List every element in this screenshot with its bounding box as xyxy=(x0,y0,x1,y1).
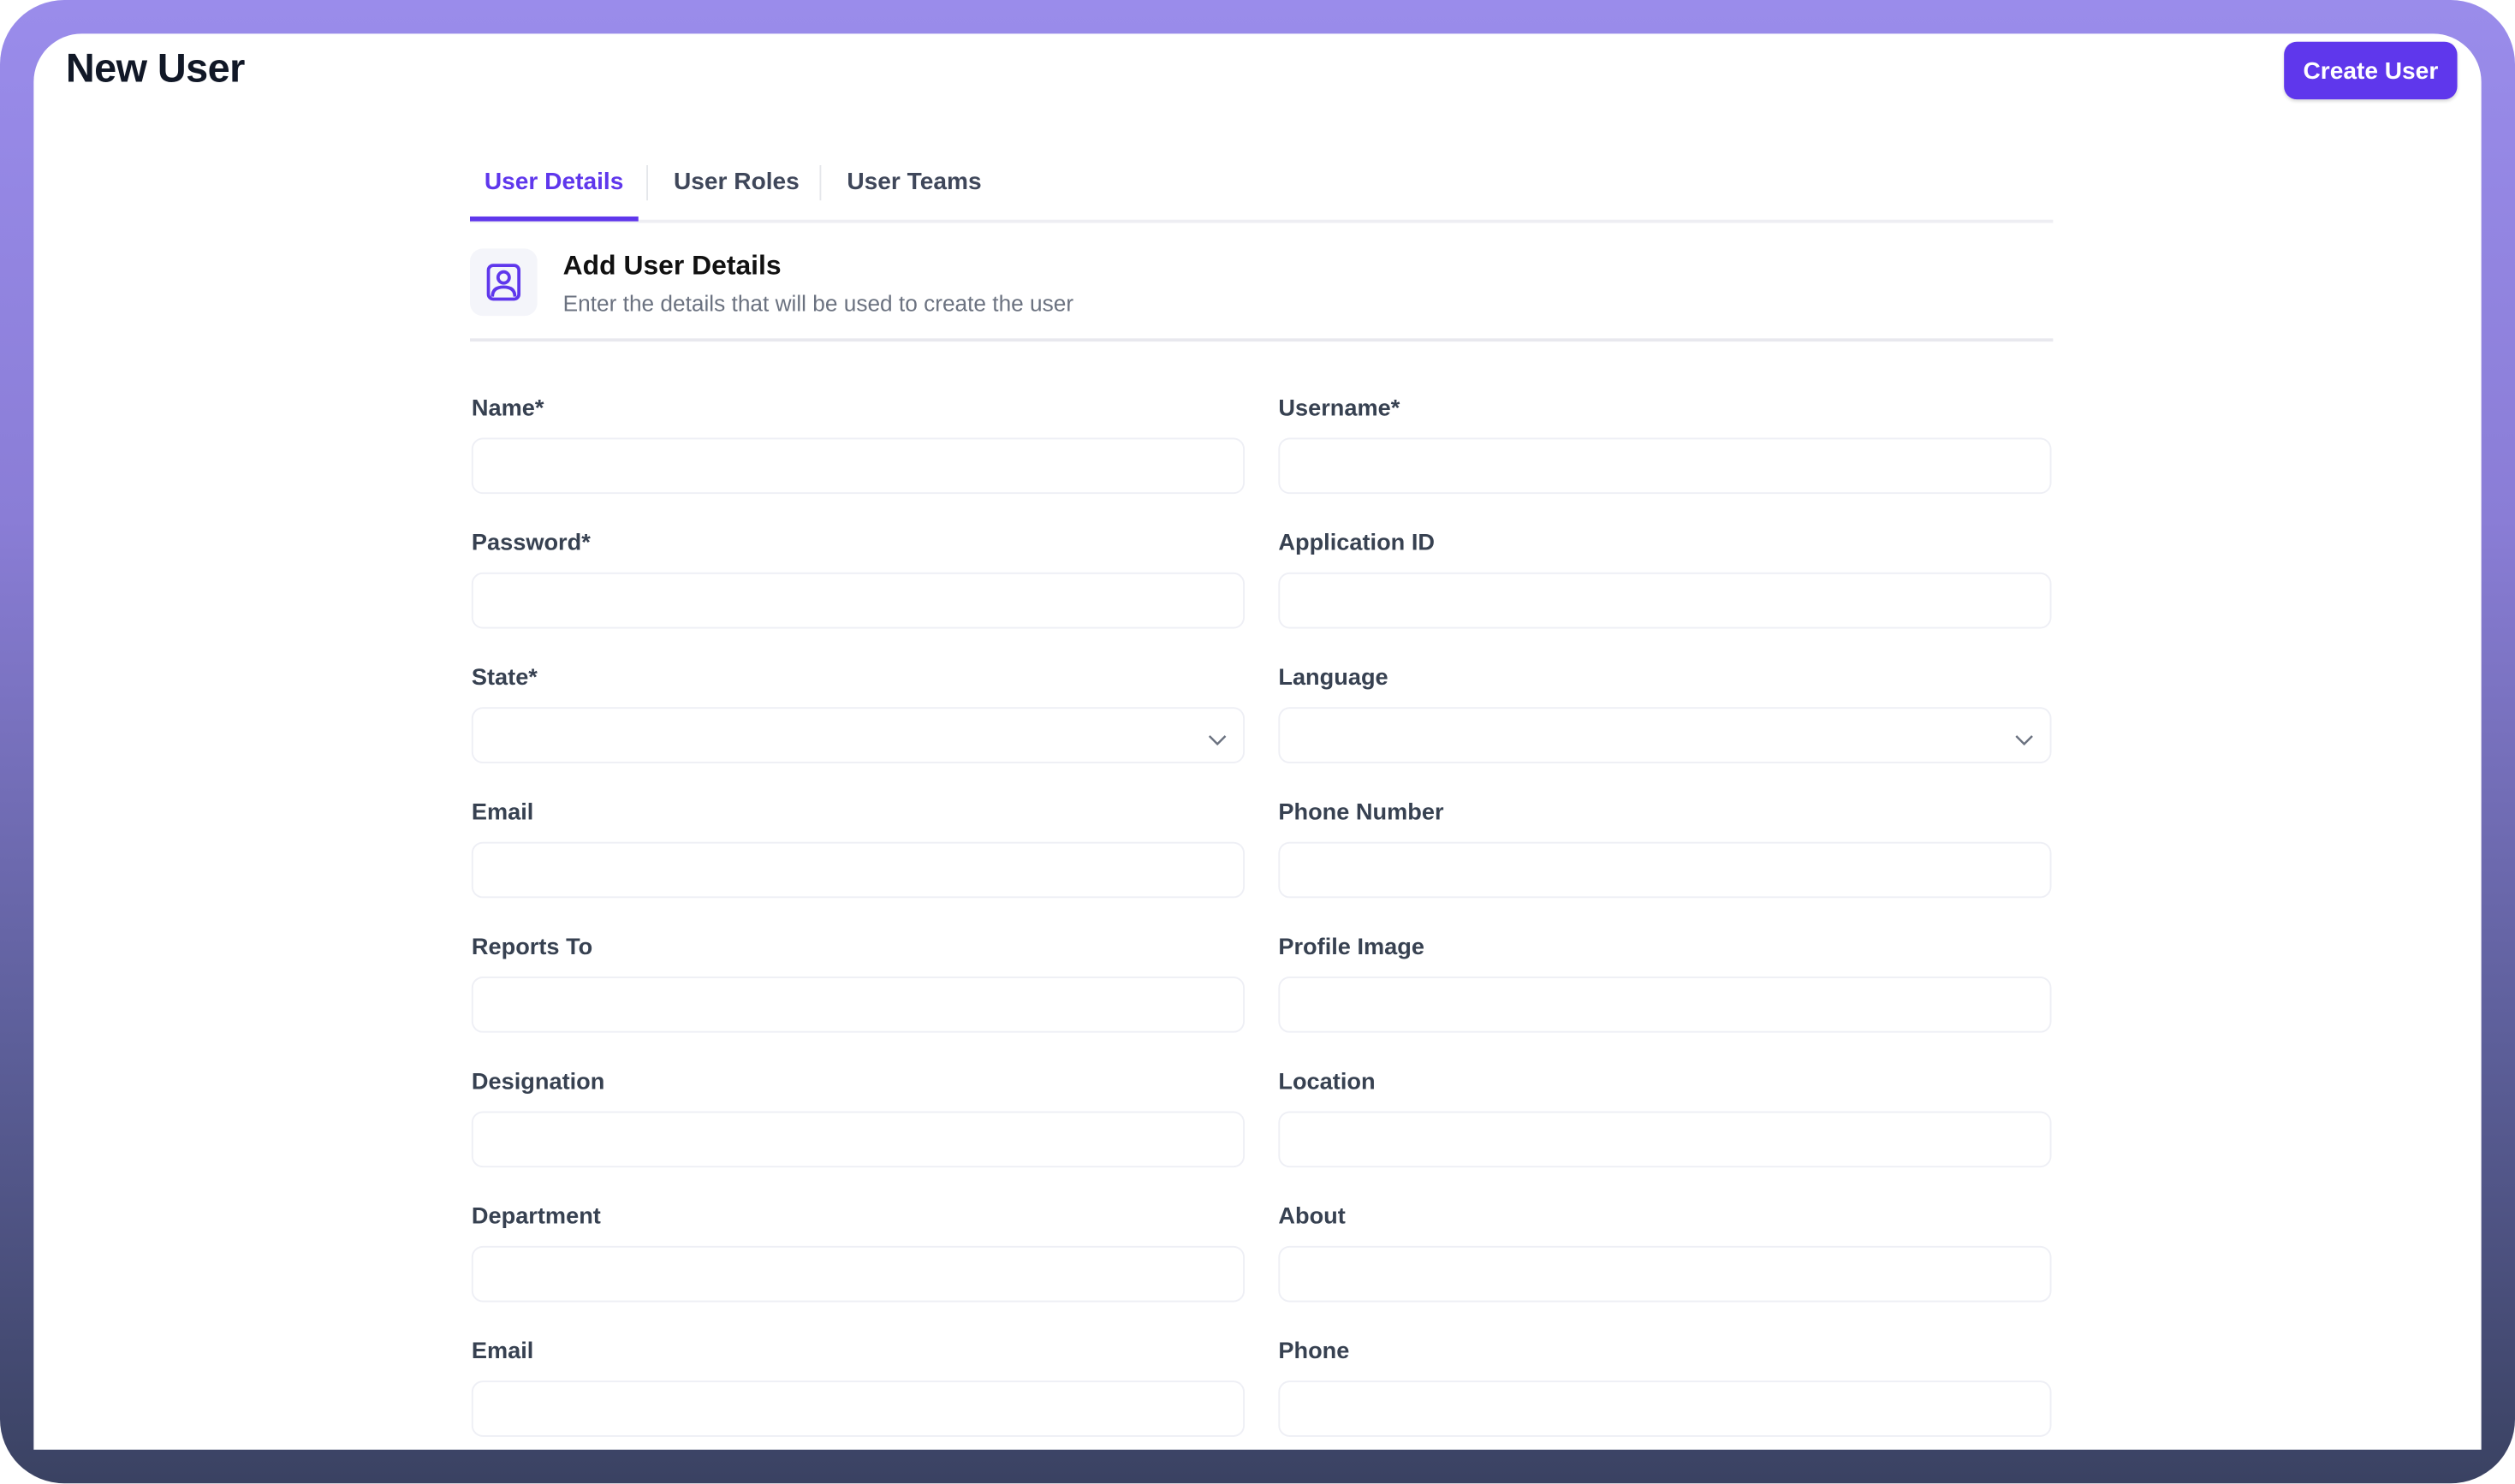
field-profile-image: Profile Image xyxy=(1278,935,2052,1033)
field-label: Email xyxy=(471,1339,534,1365)
tab-bar: User Details User Roles User Teams xyxy=(470,158,2054,223)
field-username: Username* xyxy=(1278,395,2052,495)
location-input[interactable] xyxy=(1278,1111,2052,1168)
user-portrait-icon xyxy=(470,248,538,317)
reports-to-input[interactable] xyxy=(471,976,1246,1033)
designation-text-field[interactable] xyxy=(473,1113,1244,1166)
field-location: Location xyxy=(1278,1069,2052,1168)
phone-text-field[interactable] xyxy=(1280,1382,2050,1435)
department-input[interactable] xyxy=(471,1245,1246,1303)
name-input[interactable] xyxy=(471,437,1246,495)
field-label: Password* xyxy=(471,531,591,557)
field-phone: Phone xyxy=(1278,1339,2052,1437)
password-text-field[interactable] xyxy=(473,573,1244,627)
about-input[interactable] xyxy=(1278,1245,2052,1303)
email-input[interactable] xyxy=(471,1380,1246,1437)
field-label: About xyxy=(1278,1204,1346,1231)
field-phone-number: Phone Number xyxy=(1278,799,2052,899)
chevron-down-icon xyxy=(2014,727,2033,756)
page-card: New User Create User User Details User R… xyxy=(33,33,2482,1450)
field-application-id: Application ID xyxy=(1278,531,2052,629)
field-label: Department xyxy=(471,1204,601,1231)
phone-input[interactable] xyxy=(1278,1380,2052,1437)
chevron-down-icon xyxy=(1208,727,1227,756)
field-label: Phone Number xyxy=(1278,799,1444,826)
field-name: Name* xyxy=(471,395,1246,495)
name-text-field[interactable] xyxy=(473,439,1244,493)
create-user-button[interactable]: Create User xyxy=(2284,41,2458,100)
reports-to-text-field[interactable] xyxy=(473,977,1244,1031)
password-input[interactable] xyxy=(471,572,1246,629)
profile-image-input[interactable] xyxy=(1278,976,2052,1033)
field-language: Language xyxy=(1278,665,2052,763)
field-reports-to: Reports To xyxy=(471,935,1246,1033)
profile-image-text-field[interactable] xyxy=(1280,977,2050,1031)
field-designation: Designation xyxy=(471,1069,1246,1168)
field-label: Designation xyxy=(471,1069,605,1095)
tab-user-roles[interactable]: User Roles xyxy=(673,168,800,196)
field-email: Email xyxy=(471,1339,1246,1437)
phone-number-input[interactable] xyxy=(1278,841,2052,899)
field-label: Email xyxy=(471,799,534,826)
section-title: Add User Details xyxy=(562,250,782,281)
page-title: New User xyxy=(65,46,246,92)
tab-user-teams[interactable]: User Teams xyxy=(847,168,982,196)
field-label: Reports To xyxy=(471,935,593,961)
email-text-field[interactable] xyxy=(473,843,1244,897)
field-about: About xyxy=(1278,1204,2052,1303)
field-department: Department xyxy=(471,1204,1246,1303)
field-label: Profile Image xyxy=(1278,935,1424,961)
field-label: Language xyxy=(1278,665,1388,692)
application-id-text-field[interactable] xyxy=(1280,573,2050,627)
field-label: Location xyxy=(1278,1069,1376,1095)
department-text-field[interactable] xyxy=(473,1247,1244,1301)
username-text-field[interactable] xyxy=(1280,439,2050,493)
email-input[interactable] xyxy=(471,841,1246,899)
field-state: State* xyxy=(471,665,1246,763)
tab-divider xyxy=(646,164,648,201)
tab-user-details[interactable]: User Details xyxy=(470,158,639,222)
field-label: Username* xyxy=(1278,395,1400,422)
field-label: State* xyxy=(471,665,538,692)
section-divider xyxy=(470,338,2054,342)
field-label: Application ID xyxy=(1278,531,1436,557)
field-label: Name* xyxy=(471,395,544,422)
phone-number-text-field[interactable] xyxy=(1280,843,2050,897)
language-select[interactable] xyxy=(1278,707,2052,763)
section-subtitle: Enter the details that will be used to c… xyxy=(562,290,1074,317)
tab-divider xyxy=(819,164,822,201)
field-label: Phone xyxy=(1278,1339,1350,1365)
application-id-input[interactable] xyxy=(1278,572,2052,629)
location-text-field[interactable] xyxy=(1280,1113,2050,1166)
designation-input[interactable] xyxy=(471,1111,1246,1168)
field-email: Email xyxy=(471,799,1246,899)
username-input[interactable] xyxy=(1278,437,2052,495)
field-password: Password* xyxy=(471,531,1246,629)
email-text-field[interactable] xyxy=(473,1382,1244,1435)
state-select[interactable] xyxy=(471,707,1246,763)
about-text-field[interactable] xyxy=(1280,1247,2050,1301)
